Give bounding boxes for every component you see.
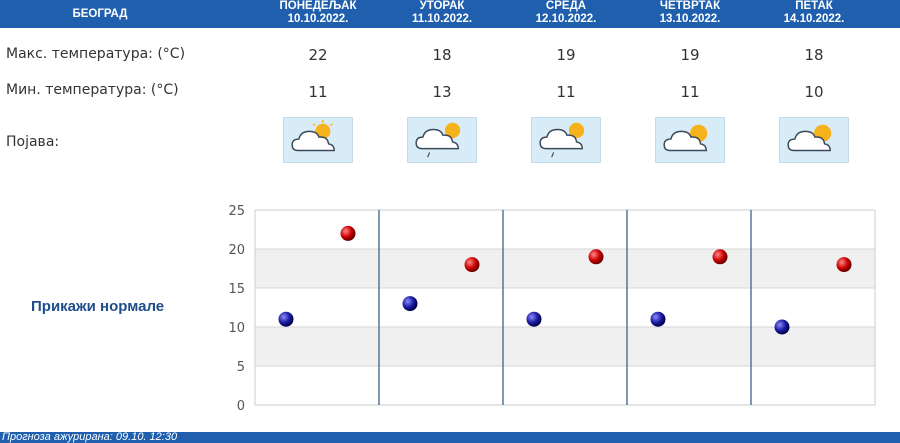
min-temp-point xyxy=(650,311,666,327)
y-tick-label: 5 xyxy=(237,360,245,375)
max-temp-point xyxy=(464,257,480,273)
partly-cloudy-light-rain-icon xyxy=(407,117,477,163)
max-temp-point xyxy=(712,249,728,265)
city-name: БЕОГРАД xyxy=(72,8,128,20)
forecast-header: БЕОГРАД ПОНЕДЕЉАК 10.10.2022. УТОРАК 11.… xyxy=(0,0,900,28)
phenomenon-label: Појава: xyxy=(6,134,60,150)
grid-band xyxy=(255,249,875,288)
max-temp-value: 22 xyxy=(308,46,328,64)
min-temp-point xyxy=(402,296,418,312)
day-header-4: ЧЕТВРТАК 13.10.2022. xyxy=(650,0,730,28)
min-temp-value: 11 xyxy=(308,83,328,101)
partly-cloudy-icon xyxy=(283,117,353,163)
max-temp-point xyxy=(340,225,356,241)
temperature-chart: 25 20 15 10 5 0 xyxy=(228,204,876,414)
max-temp-label: Макс. температура: (°C) xyxy=(6,46,186,62)
grid-band xyxy=(255,366,875,405)
max-temp-point xyxy=(588,249,604,265)
y-tick-label: 20 xyxy=(228,243,245,258)
grid-band xyxy=(255,210,875,249)
day-date: 12.10.2022. xyxy=(535,13,597,25)
min-temp-value: 11 xyxy=(556,83,576,101)
day-date: 10.10.2022. xyxy=(287,13,349,25)
show-normals-link[interactable]: Прикажи нормале xyxy=(31,298,165,315)
y-tick-label: 15 xyxy=(228,282,245,297)
min-temp-value: 11 xyxy=(680,83,700,101)
max-temp-value: 19 xyxy=(680,46,700,64)
partly-cloudy-icon xyxy=(655,117,725,163)
min-temp-point xyxy=(526,311,542,327)
y-tick-label: 10 xyxy=(228,321,245,336)
min-temp-label: Мин. температура: (°C) xyxy=(6,82,179,98)
day-header-1: ПОНЕДЕЉАК 10.10.2022. xyxy=(278,0,358,28)
y-tick-label: 0 xyxy=(237,399,245,414)
min-temp-point xyxy=(278,311,294,327)
max-temp-value: 18 xyxy=(432,46,452,64)
day-name: СРЕДА xyxy=(545,0,587,12)
grid-band xyxy=(255,327,875,366)
max-temp-value: 18 xyxy=(804,46,824,64)
max-temp-value: 19 xyxy=(556,46,576,64)
day-name: ПЕТАК xyxy=(795,0,833,12)
day-date: 14.10.2022. xyxy=(783,13,845,25)
partly-cloudy-icon xyxy=(779,117,849,163)
day-name: ЧЕТВРТАК xyxy=(659,0,721,12)
min-temp-value: 10 xyxy=(804,83,824,101)
min-temp-point xyxy=(774,319,790,335)
day-name: ПОНЕДЕЉАК xyxy=(279,0,357,12)
day-header-5: ПЕТАК 14.10.2022. xyxy=(774,0,854,28)
min-temp-value: 13 xyxy=(432,83,452,101)
forecast-updated-footer: Прогноза ажурирана: 09.10. 12:30 xyxy=(0,432,900,443)
y-tick-label: 25 xyxy=(228,204,245,219)
day-header-2: УТОРАК 11.10.2022. xyxy=(402,0,482,28)
day-date: 13.10.2022. xyxy=(659,13,721,25)
plot-frame xyxy=(254,209,876,406)
day-name: УТОРАК xyxy=(419,0,465,12)
max-temp-point xyxy=(836,257,852,273)
day-header-3: СРЕДА 12.10.2022. xyxy=(526,0,606,28)
grid-band xyxy=(255,288,875,327)
partly-cloudy-light-rain-icon xyxy=(531,117,601,163)
day-date: 11.10.2022. xyxy=(411,13,473,25)
